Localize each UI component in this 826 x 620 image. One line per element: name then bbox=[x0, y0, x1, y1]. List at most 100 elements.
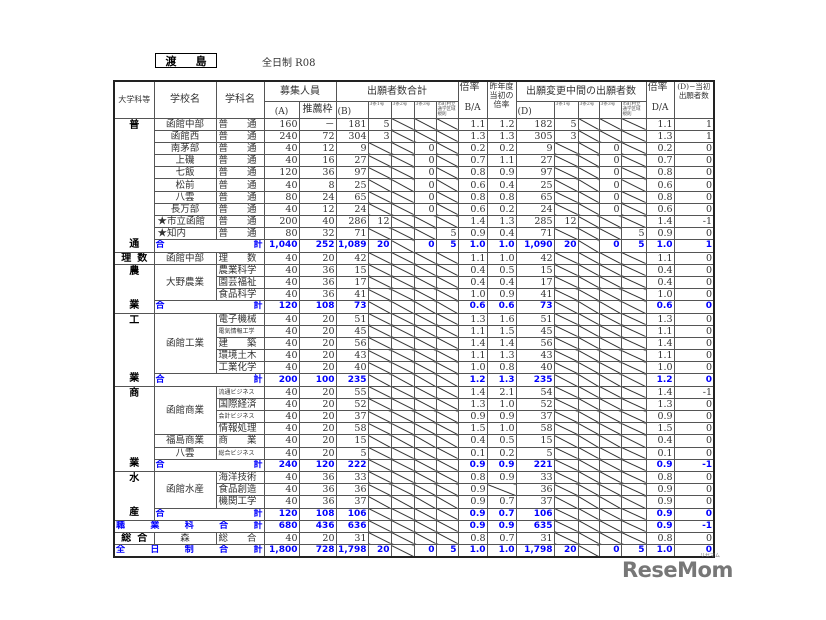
cell-prev: 1.3 bbox=[486, 214, 517, 229]
cell-b: 15 bbox=[335, 263, 369, 277]
cell-b: 636 bbox=[335, 519, 369, 533]
table-row: 松前普 通 40 8 25 0 0.6 0.4 25 0 0.6 0 bbox=[114, 178, 715, 192]
label-char: 合 bbox=[219, 520, 229, 531]
cell-prev: 0.7 bbox=[486, 507, 517, 521]
slash-cell-c2 bbox=[390, 446, 415, 460]
cell-ba: 0.6 bbox=[457, 202, 488, 217]
slash-cell-c2 bbox=[390, 544, 415, 558]
slash-cell-d4 bbox=[620, 409, 647, 424]
label-char: 合 bbox=[219, 545, 229, 556]
cell-ba: 0.8 bbox=[457, 166, 488, 180]
school-name: 上磯 bbox=[153, 154, 217, 168]
slash-cell-c1 bbox=[367, 361, 392, 375]
cell-a: 120 bbox=[263, 300, 300, 314]
slash-cell-d1 bbox=[553, 263, 579, 277]
cell-d: 45 bbox=[515, 324, 555, 338]
slash-cell-c1 bbox=[367, 275, 392, 290]
cell-b: 17 bbox=[335, 275, 369, 290]
dept-name: 普 通 bbox=[215, 166, 265, 180]
slash-cell-c3 bbox=[413, 373, 437, 387]
slash-cell-d3 bbox=[598, 214, 622, 229]
cell-ba: 0.2 bbox=[457, 141, 488, 156]
label-char: 計 bbox=[253, 301, 263, 312]
header-d: (D) bbox=[515, 100, 555, 119]
slash-cell-c2 bbox=[390, 470, 415, 485]
cell-da: 0.9 bbox=[645, 507, 675, 521]
category-char: 通 bbox=[129, 239, 140, 251]
slash-cell-c3 bbox=[413, 470, 437, 485]
header-applicants: 出願者数合計 bbox=[335, 80, 459, 102]
cell-b: 37 bbox=[335, 495, 369, 509]
table-row: 建 築 40 20 56 1.4 1.4 56 1.4 0 bbox=[114, 336, 715, 351]
slash-cell-d2 bbox=[577, 422, 600, 436]
cell-prev: 0.9 bbox=[486, 166, 517, 180]
grand-total-row: 全日制合計 1,800 728 1,798 20 0 5 1.0 1.0 1,798 20 0 5 1.0… bbox=[113, 544, 715, 558]
cell-b: 51 bbox=[335, 312, 369, 326]
cell-b: 286 bbox=[335, 214, 369, 229]
slash-cell-d3 bbox=[598, 483, 622, 497]
cell-rec: 20 bbox=[298, 434, 337, 448]
cell-rec: 16 bbox=[298, 154, 337, 168]
slash-cell-d2 bbox=[577, 361, 600, 375]
slash-cell-c4 bbox=[435, 275, 459, 290]
slash-cell-d4 bbox=[620, 531, 647, 546]
cell-rec: 100 bbox=[298, 373, 337, 387]
slash-cell-c4 bbox=[435, 263, 459, 277]
slash-cell-d3 bbox=[598, 519, 622, 533]
slash-cell-d2 bbox=[577, 446, 600, 460]
cell-prev: 0.9 bbox=[486, 288, 517, 302]
cell-b: 65 bbox=[335, 190, 369, 204]
cell-da: 1.3 bbox=[645, 397, 675, 412]
slash-cell-c3 bbox=[413, 531, 437, 546]
subtotal-row: 合計 120 108 106 0.9 0.7 106 0.9 0 bbox=[114, 507, 715, 521]
slash-cell-d2 bbox=[577, 349, 600, 363]
slash-cell-c2 bbox=[390, 312, 415, 326]
cell-ba: 0.9 bbox=[457, 227, 488, 241]
cell-b: 40 bbox=[335, 361, 369, 375]
cell-b: 56 bbox=[335, 336, 369, 351]
cell-diff: 0 bbox=[673, 470, 715, 485]
cell-da: 0.2 bbox=[645, 141, 675, 156]
slash-cell-d1 bbox=[553, 495, 579, 509]
slash-cell-d3 bbox=[598, 422, 622, 436]
table-row: 福島商業商 業 40 20 15 0.4 0.5 15 0.4 0 bbox=[114, 434, 715, 448]
cell-b: 97 bbox=[335, 166, 369, 180]
cell-a: 120 bbox=[263, 166, 300, 180]
label-char: 計 bbox=[253, 545, 263, 556]
cell-d: 106 bbox=[515, 507, 555, 521]
table-row: 七飯普 通 120 36 97 0 0.8 0.9 97 0 0.8 0 bbox=[114, 166, 715, 180]
slash-cell-d4 bbox=[620, 202, 647, 217]
slash-cell-d3 bbox=[598, 251, 622, 265]
slash-cell-d2 bbox=[577, 251, 600, 265]
cell-da: 0.4 bbox=[645, 434, 675, 448]
cell-rec: 12 bbox=[298, 202, 337, 217]
cell-prev: 1.2 bbox=[486, 117, 517, 131]
slash-cell-c2 bbox=[390, 178, 415, 192]
cell-ba: 0.9 bbox=[457, 519, 488, 533]
cell-ba: 0.9 bbox=[457, 507, 488, 521]
slash-cell-d2 bbox=[577, 434, 600, 448]
slash-cell-d4 bbox=[620, 178, 647, 192]
cell-diff: 0 bbox=[673, 227, 715, 241]
cell-diff: 0 bbox=[673, 263, 715, 277]
slash-cell-d2 bbox=[577, 385, 600, 399]
slash-cell-d1 bbox=[553, 227, 579, 241]
cell-da: 1.4 bbox=[645, 385, 675, 399]
slash-cell-c2 bbox=[390, 336, 415, 351]
slash-cell-d2 bbox=[577, 373, 600, 387]
cell-diff: 0 bbox=[673, 288, 715, 302]
slash-cell-d3 bbox=[598, 117, 622, 131]
cell-da: 1.0 bbox=[645, 361, 675, 375]
label-chars: 職業科合計 bbox=[116, 520, 263, 531]
slash-cell-c1 bbox=[367, 312, 392, 326]
cell-a: 200 bbox=[263, 214, 300, 229]
cell-b: 43 bbox=[335, 349, 369, 363]
cell-ba: 1.0 bbox=[457, 239, 488, 253]
slash-cell-d1 bbox=[553, 312, 579, 326]
slash-cell-d2 bbox=[577, 312, 600, 326]
slash-cell-d3 bbox=[598, 312, 622, 326]
subtotal-row: 合計 1,040 252 1,089 20 0 5 1.0 1.0 1,090 20 0 5 1.0 1 bbox=[114, 239, 715, 253]
cell-d1: 12 bbox=[553, 214, 579, 229]
slash-cell-c3 bbox=[413, 458, 437, 472]
slash-cell-c4 bbox=[435, 336, 459, 351]
